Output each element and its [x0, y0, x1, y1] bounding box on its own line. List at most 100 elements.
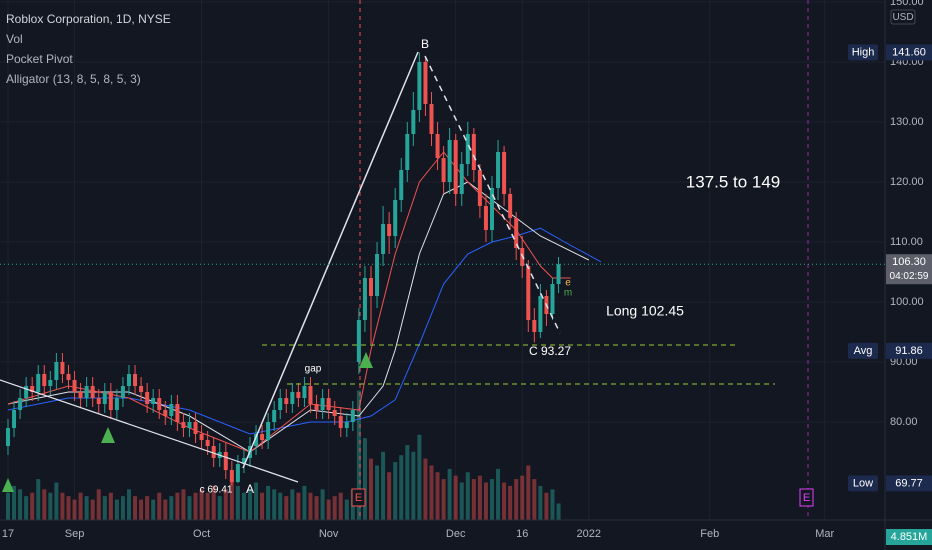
candle-body [302, 386, 307, 399]
candle-body [381, 223, 386, 254]
candle-body [447, 139, 452, 182]
candle-body [30, 386, 35, 393]
candle-body [205, 440, 210, 447]
candle-body [48, 380, 53, 387]
candle-body [399, 169, 404, 200]
candle-body [514, 217, 519, 248]
candle-body [169, 404, 174, 417]
candle-body [211, 446, 216, 459]
volume-bar [508, 485, 513, 520]
volume-bar [320, 489, 325, 520]
volume-bar [362, 438, 367, 520]
trend-line [242, 51, 419, 469]
earnings-marker[interactable] [351, 488, 366, 507]
marker-label: High [852, 46, 875, 58]
marker-label-box [848, 475, 878, 492]
candle-body [60, 362, 65, 375]
volume-bar [344, 499, 349, 520]
marker-value: 141.60 [892, 46, 926, 58]
volume-bar [211, 485, 216, 520]
volume-bar [441, 479, 446, 520]
candle-body [441, 157, 446, 182]
candle-body [157, 398, 162, 411]
candle-body [344, 422, 349, 429]
volume-bar [163, 499, 168, 520]
volume-bar [90, 499, 95, 520]
candle-body [84, 386, 89, 399]
candle-body [126, 374, 131, 387]
volume-bar [296, 492, 301, 520]
candle-body [199, 434, 204, 441]
volume-bar [139, 499, 144, 520]
candle-body [296, 392, 301, 399]
candle-body [508, 193, 513, 218]
volume-bar [120, 496, 125, 520]
volume-bar [387, 472, 392, 520]
volume-bar [205, 492, 210, 520]
volume [5, 390, 561, 520]
candle-body [538, 296, 543, 333]
volume-bar [193, 492, 198, 520]
candle-body [290, 392, 295, 405]
candle-body [550, 284, 555, 315]
earnings-label: E [355, 492, 362, 504]
marker-label: Avg [854, 345, 873, 357]
indicator-line [7, 181, 590, 453]
volume-bar [151, 499, 156, 520]
chart-title: Roblox Corporation, 1D, NYSE [6, 12, 171, 26]
volume-bar [405, 445, 410, 520]
volume-bar [266, 485, 271, 520]
candle-body [229, 470, 234, 483]
countdown: 04:02:59 [890, 271, 929, 282]
indicator-line [7, 151, 571, 453]
candle-body [12, 410, 17, 429]
volume-bar [556, 503, 561, 520]
candle-body [175, 404, 180, 423]
candle-body [260, 434, 265, 441]
volume-bar [235, 485, 240, 520]
volume-bar [502, 482, 507, 520]
candle-body [139, 386, 144, 393]
volume-bar [30, 492, 35, 520]
volume-bar [399, 455, 404, 520]
last-price-box [886, 254, 932, 285]
volume-bar [290, 489, 295, 520]
earnings-marker[interactable] [799, 488, 814, 507]
volume-bar [169, 496, 174, 520]
candle-body [54, 362, 59, 381]
volume-bar [308, 492, 313, 520]
y-tick-label: 80.00 [890, 416, 918, 428]
volume-bar [284, 496, 289, 520]
volume-bar [489, 479, 494, 520]
candle-body [187, 422, 192, 429]
candle-body [272, 410, 277, 423]
volume-bar [538, 485, 543, 520]
volume-bar [550, 489, 555, 520]
volume-bar [520, 475, 525, 520]
candle-body [411, 109, 416, 134]
volume-bar [332, 496, 337, 520]
candle-body [241, 458, 246, 465]
x-tick-label: 17 [2, 528, 14, 540]
volume-bar [514, 479, 519, 520]
candle-body [459, 163, 464, 194]
volume-bar [78, 492, 83, 520]
candle-body [435, 133, 440, 158]
annotation: B [421, 37, 429, 51]
annotation: Long 102.45 [606, 303, 684, 319]
volume-bar [423, 458, 428, 520]
annotation: m [564, 288, 572, 299]
candle-body [72, 380, 77, 393]
volume-bar [532, 479, 537, 520]
x-tick-label: Feb [700, 528, 719, 540]
candle-body [163, 410, 168, 417]
candle-body [326, 398, 331, 411]
y-tick-label: 110.00 [890, 236, 923, 248]
trend-line [424, 55, 561, 334]
volume-bar [24, 496, 29, 520]
volume-bar [12, 485, 17, 520]
indicator: Vol [6, 32, 23, 46]
volume-bar [338, 492, 343, 520]
volume-bar [526, 465, 531, 520]
